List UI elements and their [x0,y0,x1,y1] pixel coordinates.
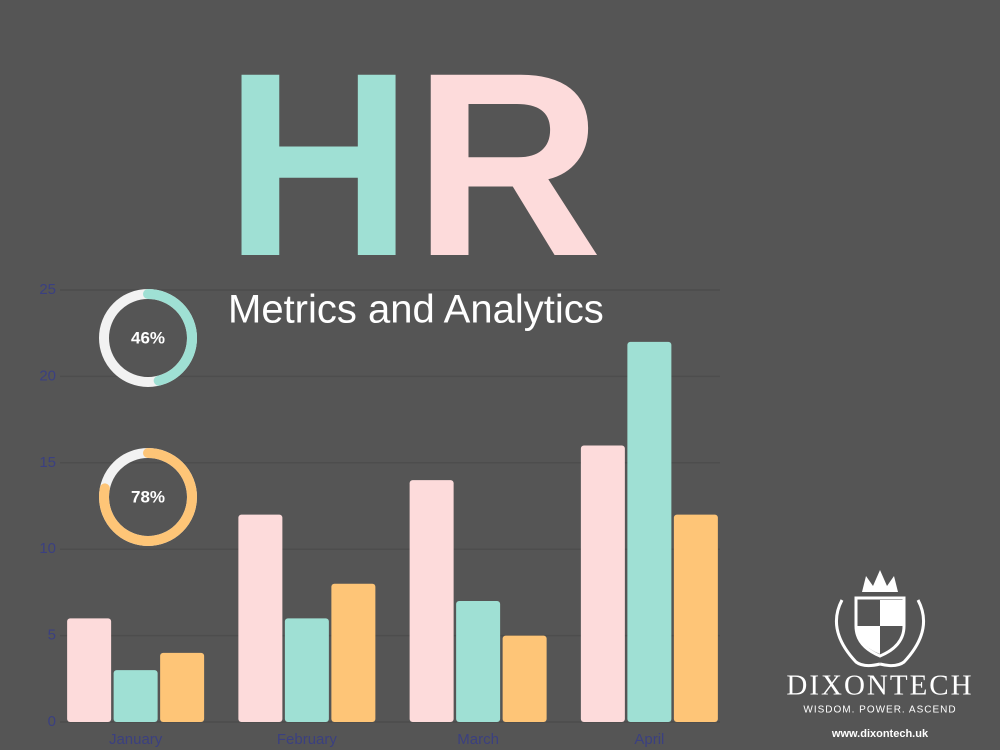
x-tick-label: April [634,731,664,748]
bar [627,341,672,722]
shield-fill [857,600,903,654]
y-tick-label: 15 [39,454,56,471]
bar [160,652,205,722]
gauge-label: 78% [131,487,165,506]
brand-url: www.dixontech.uk [831,728,929,740]
title-letter: R [413,18,602,311]
crown [862,570,898,592]
y-tick-label: 20 [39,367,56,384]
bar [456,601,501,722]
y-tick-label: 5 [48,627,56,644]
laurel-right [879,599,926,668]
gauge-label: 46% [131,328,165,347]
bar [502,635,547,722]
chart-subtitle: Metrics and Analytics [228,288,604,332]
bar [238,514,283,722]
gauge-arc [99,448,197,546]
laurel-left [834,599,881,668]
bar [113,670,158,722]
shield [854,596,906,658]
bar [284,618,329,722]
chart-title: HR [224,18,602,311]
bar [331,583,376,722]
x-tick-label: February [277,731,338,748]
bar [580,445,625,722]
brand-logo [834,570,926,668]
title-letter: H [224,18,413,311]
y-tick-label: 25 [39,281,56,298]
brand-tagline: WISDOM. POWER. ASCEND [803,705,956,716]
bar [409,480,454,722]
bar [67,618,112,722]
gauge-arc [99,289,197,387]
x-tick-label: January [109,731,163,748]
brand-name: DIXONTECH [786,670,973,702]
y-tick-label: 0 [48,713,56,730]
bar [673,514,718,722]
y-tick-label: 10 [39,540,56,557]
x-tick-label: March [457,731,499,748]
